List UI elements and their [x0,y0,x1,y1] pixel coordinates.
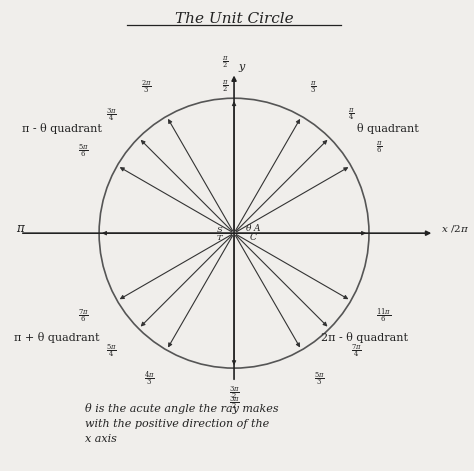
Text: S: S [216,227,222,235]
Text: $\frac{\pi}{3}$: $\frac{\pi}{3}$ [310,79,317,96]
Text: C: C [249,233,256,242]
Text: $\frac{2\pi}{3}$: $\frac{2\pi}{3}$ [141,79,152,96]
Text: $\frac{7\pi}{4}$: $\frac{7\pi}{4}$ [351,343,362,360]
Text: 2π - θ quadrant: 2π - θ quadrant [321,333,408,343]
Text: θ is the acute angle the ray makes
with the positive direction of the
x axis: θ is the acute angle the ray makes with … [85,403,279,444]
Text: $\frac{7\pi}{6}$: $\frac{7\pi}{6}$ [78,308,89,325]
Text: y: y [238,62,245,72]
Text: $\theta\ A$: $\theta\ A$ [246,222,262,233]
Text: The Unit Circle: The Unit Circle [175,12,293,26]
Text: $x\ /2\pi$: $x\ /2\pi$ [441,223,469,235]
Text: $\pi$: $\pi$ [16,222,26,236]
Text: T: T [216,234,222,242]
Text: $\frac{5\pi}{4}$: $\frac{5\pi}{4}$ [106,343,117,360]
Text: $\frac{11\pi}{6}$: $\frac{11\pi}{6}$ [376,307,391,325]
Text: $\frac{3\pi}{2}$: $\frac{3\pi}{2}$ [228,385,239,402]
Text: $\frac{\pi}{2}$: $\frac{\pi}{2}$ [222,78,229,95]
Text: π - θ quadrant: π - θ quadrant [22,123,102,134]
Text: $\frac{3\pi}{2}$: $\frac{3\pi}{2}$ [228,395,239,412]
Text: $\frac{4\pi}{3}$: $\frac{4\pi}{3}$ [144,369,155,389]
Text: $\frac{\pi}{6}$: $\frac{\pi}{6}$ [375,139,382,156]
Text: π + θ quadrant: π + θ quadrant [15,333,100,343]
Text: θ quadrant: θ quadrant [357,123,419,134]
Text: $\frac{5\pi}{6}$: $\frac{5\pi}{6}$ [78,143,89,160]
Text: $\frac{3\pi}{4}$: $\frac{3\pi}{4}$ [106,107,117,124]
Text: $\frac{\pi}{2}$: $\frac{\pi}{2}$ [222,55,229,71]
Text: $\frac{5\pi}{3}$: $\frac{5\pi}{3}$ [314,371,325,388]
Text: $\frac{\pi}{4}$: $\frac{\pi}{4}$ [347,107,354,123]
